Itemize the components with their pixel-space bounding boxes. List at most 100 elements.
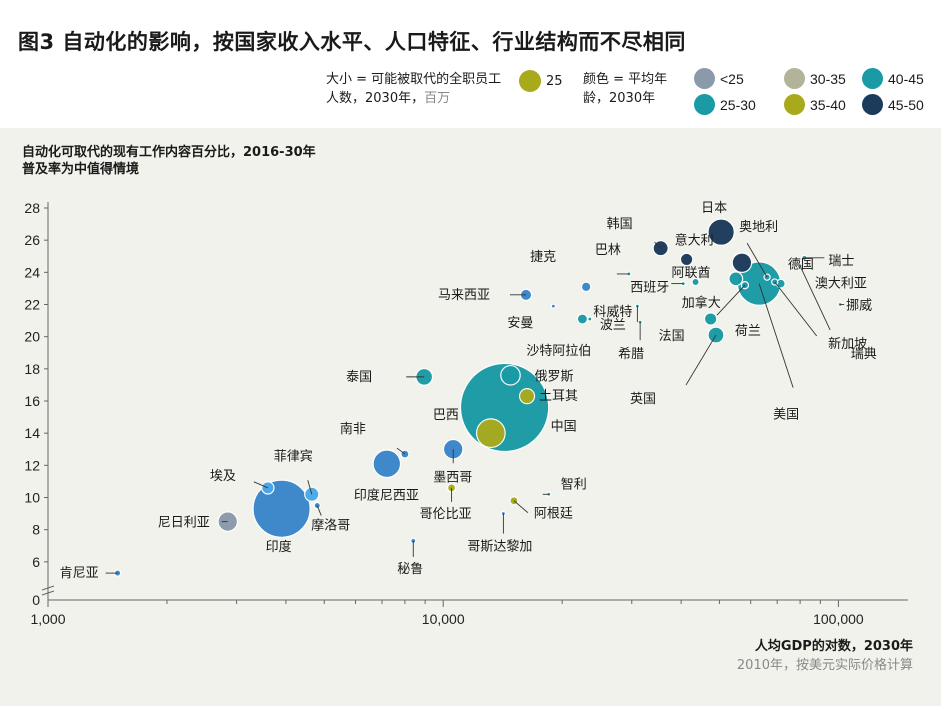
data-label: 墨西哥 [433, 470, 472, 485]
data-point [691, 277, 700, 287]
size-legend-text: 大小 = 可能被取代的全职员工人数，2030年，百万 [326, 70, 511, 108]
color-legend-item: 30-35 [784, 68, 846, 89]
data-label: 哥斯达黎加 [467, 540, 532, 555]
y-tick-label: 22 [24, 297, 40, 313]
chart-subtitle-line: 普及率为中值得情境 [22, 162, 140, 177]
size-legend-unit: 百万 [424, 91, 451, 106]
data-label: 摩洛哥 [311, 518, 350, 534]
data-label: 荷兰 [735, 324, 761, 339]
data-label: 瑞典 [851, 347, 877, 362]
color-legend-label: 30-35 [810, 70, 846, 87]
data-point [550, 303, 556, 309]
data-label: 沙特阿拉伯 [526, 344, 591, 359]
data-label: 巴林 [595, 243, 621, 258]
data-label: 西班牙 [630, 281, 669, 296]
data-label: 泰国 [346, 370, 372, 385]
label-leader [716, 284, 746, 316]
data-label: 波兰 [600, 318, 626, 333]
color-legend-item: 25-30 [694, 94, 756, 115]
label-leader [307, 480, 313, 495]
data-point [707, 218, 735, 246]
label-leader [685, 334, 717, 386]
axis-break-mark [41, 585, 55, 596]
data-label: 瑞士 [828, 254, 854, 269]
data-label: 哥伦比亚 [420, 507, 472, 522]
data-point [580, 281, 592, 293]
data-point [679, 252, 694, 267]
x-tick-label: 1,000 [30, 611, 65, 627]
data-point [500, 364, 521, 386]
label-leader [746, 242, 768, 278]
y-tick-label: 12 [24, 457, 40, 473]
color-legend-dot [862, 94, 883, 115]
label-leader [654, 241, 661, 249]
data-label: 韩国 [607, 217, 633, 232]
data-label: 德国 [788, 258, 814, 273]
color-legend-item: 45-50 [862, 94, 924, 115]
data-label: 尼日利亚 [158, 516, 210, 531]
color-legend-label: 45-50 [888, 96, 924, 113]
y-tick-label: 14 [24, 425, 40, 441]
data-label: 阿根廷 [534, 507, 573, 522]
color-legend-dot [784, 94, 805, 115]
y-tick-label: 26 [24, 232, 40, 248]
data-point [518, 388, 536, 405]
data-point [475, 418, 506, 449]
data-label: 法国 [659, 329, 685, 344]
data-point [703, 312, 718, 326]
data-point [313, 501, 321, 510]
data-label: 阿联酋 [672, 265, 711, 281]
data-label: 秘鲁 [397, 562, 423, 577]
color-legend-label: 35-40 [810, 96, 846, 113]
x-axis-label: 人均GDP的对数，2030年 [754, 639, 913, 654]
x-axis-note: 2010年，按美元实际价格计算 [736, 658, 913, 673]
data-point [728, 271, 744, 287]
color-legend-dot [694, 94, 715, 115]
label-leader [513, 500, 529, 514]
data-label: 马来西亚 [438, 288, 490, 303]
color-legend-label: 25-30 [720, 96, 756, 113]
data-label: 捷克 [530, 250, 556, 265]
label-leader [253, 481, 269, 489]
data-label: 巴西 [433, 408, 459, 423]
size-legend-dot [519, 70, 541, 92]
data-point [587, 316, 593, 322]
size-legend-value: 25 [546, 73, 563, 89]
color-legend-label: <25 [720, 70, 744, 87]
x-tick-label: 100,000 [813, 611, 864, 627]
label-leader [396, 447, 406, 455]
data-point [576, 313, 588, 325]
y-tick-label: 0 [32, 592, 40, 608]
label-leader [316, 505, 322, 516]
data-label: 俄罗斯 [534, 369, 573, 384]
color-legend-dot [694, 68, 715, 89]
label-leader [799, 265, 831, 331]
color-legend-dot [862, 68, 883, 89]
data-label: 英国 [630, 392, 656, 407]
data-label: 印度尼西亚 [354, 488, 419, 504]
size-legend-sample: 25 [519, 70, 563, 92]
data-point [217, 511, 239, 532]
data-label: 埃及 [210, 469, 236, 484]
y-tick-label: 24 [24, 264, 40, 280]
data-label: 科威特 [593, 305, 632, 320]
chart-title: 自动化可取代的现有工作内容百分比，2016-30年 普及率为中值得情境 [22, 144, 316, 178]
color-legend-text: 颜色 = 平均年龄，2030年 [583, 72, 668, 106]
label-leader [758, 283, 794, 388]
data-label: 日本 [701, 201, 727, 216]
data-label: 澳大利亚 [815, 276, 867, 292]
data-label: 希腊 [618, 347, 644, 362]
data-point [731, 252, 753, 273]
y-tick-label: 20 [24, 329, 40, 345]
legend: 大小 = 可能被取代的全职员工人数，2030年，百万 25 颜色 = 平均年龄，… [0, 66, 941, 126]
y-tick-label: 8 [32, 522, 40, 538]
data-label: 中国 [551, 419, 577, 434]
data-label: 挪威 [846, 299, 872, 314]
data-label: 加拿大 [682, 295, 721, 311]
x-tick-label: 10,000 [422, 611, 465, 627]
data-label: 肯尼亚 [60, 566, 99, 581]
y-tick-label: 6 [32, 554, 40, 570]
data-label: 美国 [773, 408, 799, 423]
chart-title-line: 自动化可取代的现有工作内容百分比，2016-30年 [22, 145, 316, 160]
